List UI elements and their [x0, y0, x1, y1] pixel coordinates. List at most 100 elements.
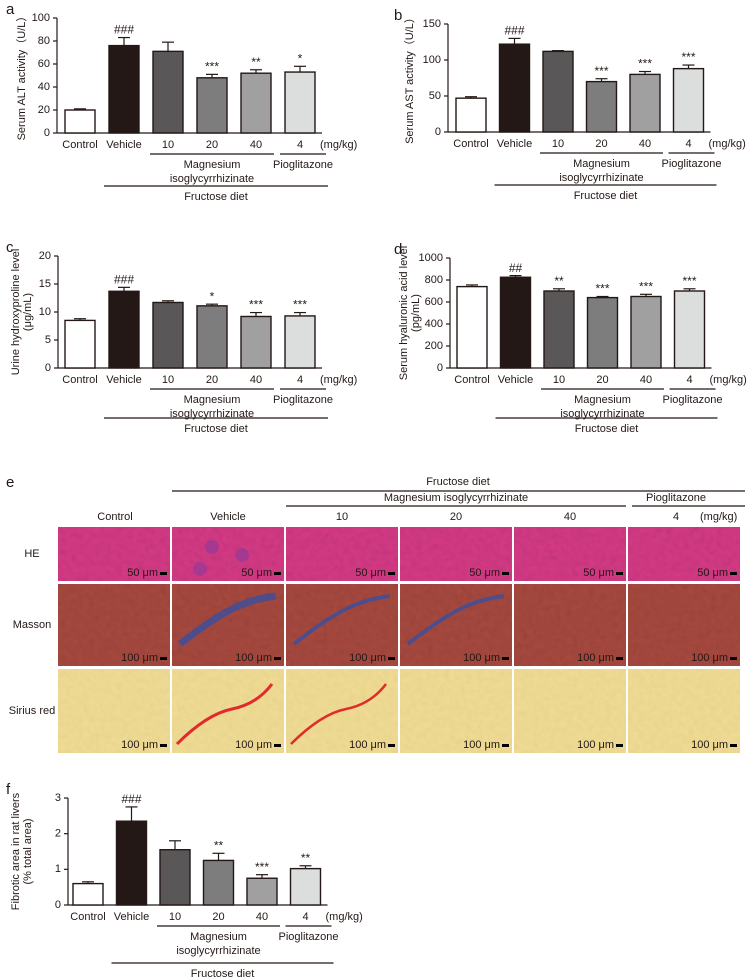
significance-label: ### — [121, 792, 141, 806]
scale-bar — [274, 572, 281, 575]
significance-label: *** — [682, 274, 696, 288]
y-tick-label: 0 — [45, 362, 51, 374]
scale-bar — [616, 572, 623, 575]
group-label: isoglycyrrhizinate — [170, 173, 254, 185]
bar — [585, 80, 618, 133]
micrograph-texture — [58, 527, 170, 581]
scale-bar-label: 100 μm — [463, 739, 500, 751]
scale-bar-label: 50 μm — [469, 567, 500, 579]
bar — [152, 301, 184, 369]
row-label: Masson — [13, 619, 52, 631]
group-label: Magnesium — [573, 158, 630, 170]
dose-unit: (mg/kg) — [326, 911, 363, 923]
y-tick-label: 1 — [55, 863, 61, 875]
micrograph-texture — [58, 584, 170, 666]
micrograph-texture — [628, 669, 740, 753]
scale-bar-label: 100 μm — [691, 739, 728, 751]
tissue-feature — [175, 683, 274, 746]
group-label: Pioglitazone — [279, 931, 339, 943]
x-tick-label: 4 — [686, 374, 692, 386]
x-tick-label: Control — [70, 911, 105, 923]
x-tick-label: 20 — [206, 139, 218, 151]
bar — [72, 882, 104, 906]
y-tick-label: 1000 — [419, 252, 443, 264]
micrograph-texture — [400, 669, 512, 753]
significance-label: ### — [504, 24, 524, 38]
bar — [240, 315, 272, 369]
x-tick-label: 40 — [639, 138, 651, 150]
y-tick-label: 10 — [39, 306, 51, 318]
y-tick-label: 40 — [38, 81, 50, 93]
bar — [196, 305, 228, 369]
scale-bar — [274, 657, 281, 660]
bar — [455, 97, 487, 133]
group-label: Magnesium — [184, 159, 241, 171]
group-label: Pioglitazone — [273, 159, 333, 171]
group-label: Fructose diet — [426, 476, 490, 488]
tissue-feature — [193, 562, 207, 576]
tissue-feature — [235, 548, 249, 562]
scale-bar-label: 100 μm — [577, 739, 614, 751]
scale-bar — [730, 657, 737, 660]
significance-label: *** — [205, 60, 219, 74]
significance-label: ** — [251, 55, 261, 69]
group-label: Fructose diet — [191, 968, 255, 979]
y-tick-label: 20 — [39, 250, 51, 262]
micrograph-texture — [514, 584, 626, 666]
x-tick-label: 20 — [595, 138, 607, 150]
scale-bar-label: 100 μm — [691, 652, 728, 664]
y-tick-label: 15 — [39, 278, 51, 290]
x-tick-label: Control — [62, 374, 97, 386]
bar — [672, 67, 705, 133]
panel-letter: c — [6, 239, 14, 256]
significance-label: ** — [214, 838, 224, 852]
row-label: Sirius red — [9, 705, 55, 717]
significance-label: *** — [595, 282, 609, 296]
tissue-feature — [177, 592, 277, 647]
y-tick-label: 400 — [425, 318, 443, 330]
y-tick-label: 0 — [44, 127, 50, 139]
panel-letter: f — [6, 781, 11, 798]
group-label: Fructose diet — [184, 423, 248, 435]
scale-bar-label: 100 μm — [121, 739, 158, 751]
bar — [115, 820, 148, 906]
group-label: isoglycyrrhizinate — [559, 172, 643, 184]
scale-bar — [730, 744, 737, 747]
scale-bar-label: 100 μm — [349, 739, 386, 751]
x-tick-label: 20 — [206, 374, 218, 386]
y-axis-label: Serum hyaluronic acid level — [398, 246, 410, 381]
significance-label: *** — [249, 298, 263, 312]
scale-bar — [388, 744, 395, 747]
panel-letter: e — [6, 474, 14, 491]
y-axis-label: (μg/mL) — [22, 293, 34, 331]
y-tick-label: 2 — [55, 828, 61, 840]
y-axis-label: Serum AST activity（U/L） — [403, 12, 416, 144]
x-tick-label: 20 — [596, 374, 608, 386]
x-tick-label: Control — [62, 139, 97, 151]
y-axis-label: Fibrotic area in rat livers — [10, 792, 22, 910]
column-label: Control — [97, 511, 132, 523]
column-label: 4 — [673, 511, 679, 523]
significance-label: ### — [114, 23, 134, 37]
scale-bar — [502, 657, 509, 660]
scale-bar-label: 100 μm — [463, 652, 500, 664]
dose-unit: (mg/kg) — [700, 511, 737, 523]
scale-bar-label: 100 μm — [121, 652, 158, 664]
significance-label: *** — [638, 57, 652, 71]
bar — [673, 290, 706, 369]
x-tick-label: Vehicle — [114, 911, 149, 923]
dose-unit: (mg/kg) — [320, 139, 357, 151]
scale-bar — [388, 657, 395, 660]
bar — [108, 44, 140, 134]
significance-label: ## — [509, 261, 523, 275]
x-tick-label: 10 — [552, 138, 564, 150]
bar — [240, 72, 272, 134]
scale-bar — [274, 744, 281, 747]
y-tick-label: 0 — [435, 126, 441, 138]
bar — [289, 867, 322, 906]
scale-bar-label: 50 μm — [127, 567, 158, 579]
bar — [108, 290, 140, 369]
significance-label: ** — [301, 851, 311, 865]
group-label: Fructose diet — [574, 190, 638, 202]
x-tick-label: Vehicle — [106, 139, 141, 151]
